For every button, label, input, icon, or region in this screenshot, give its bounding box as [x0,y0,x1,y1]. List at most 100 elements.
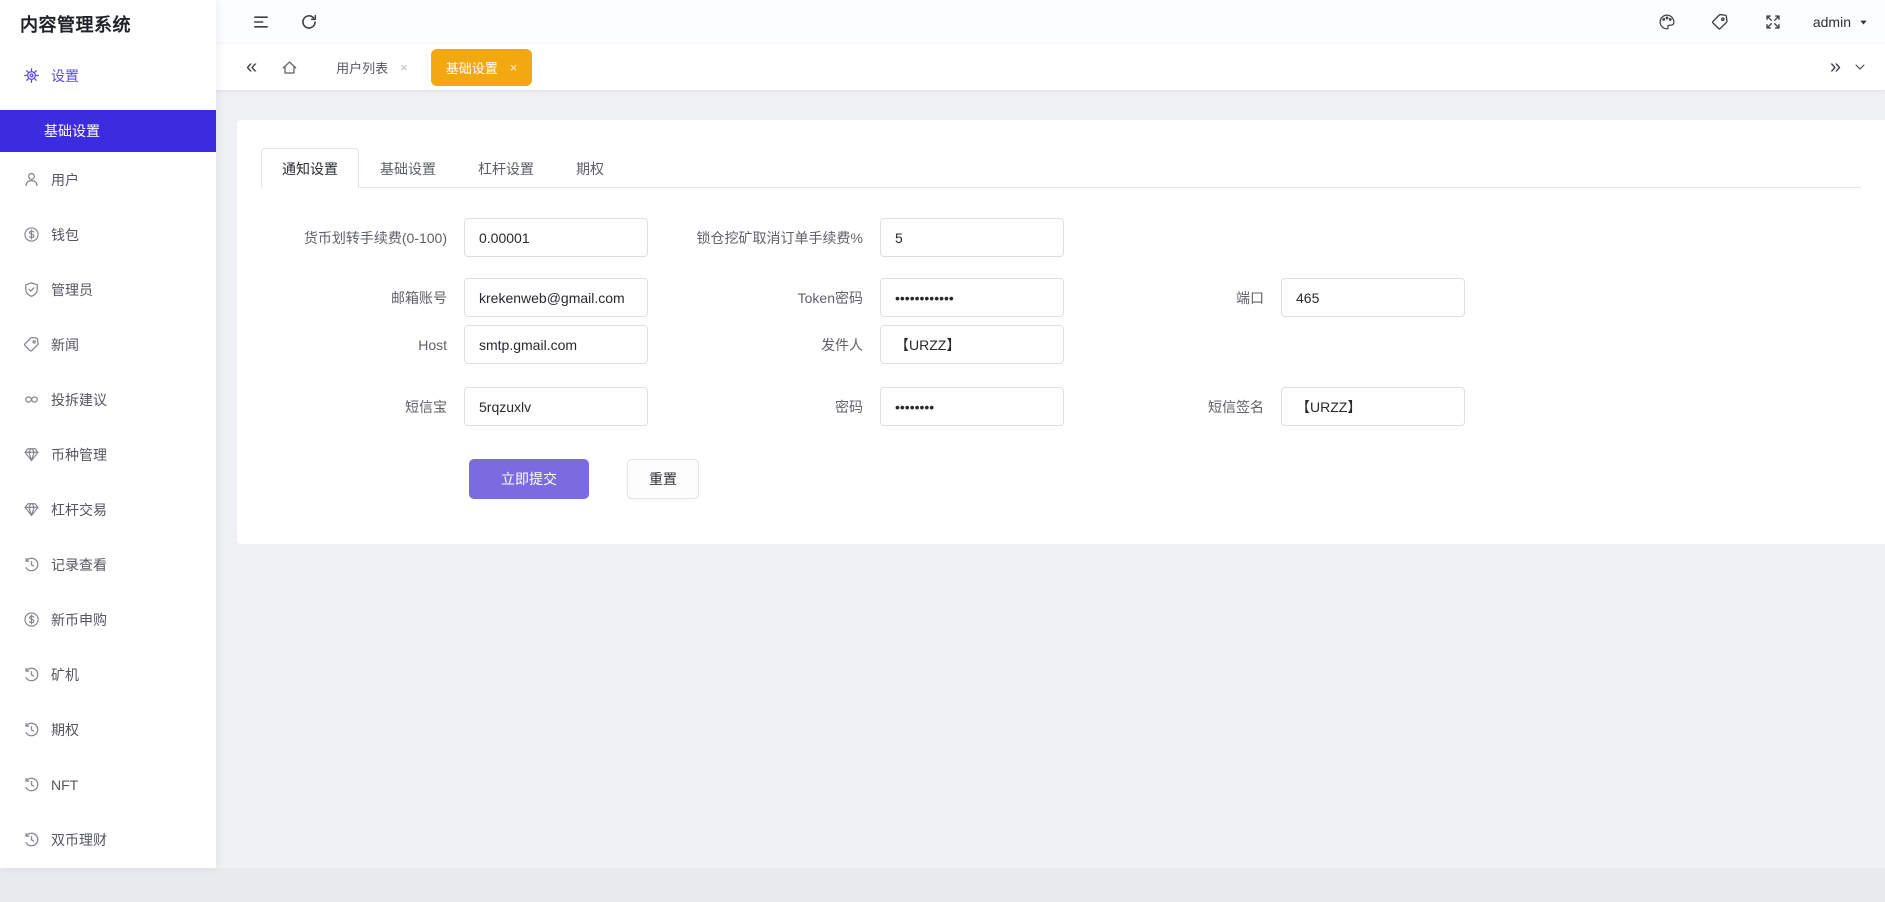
email-account-input[interactable] [464,278,648,317]
field-label: 短信宝 [405,398,447,415]
fullscreen-button[interactable] [1756,5,1790,39]
sidebar-item-coin-manage[interactable]: 币种管理 [0,427,216,482]
form-field-smsbao: 短信宝 [261,387,648,426]
palette-icon [1658,13,1676,31]
history-icon [23,776,40,793]
field-label: 密码 [835,398,863,415]
form-field-sender: 发件人 [680,325,1064,364]
lock-mining-fee-input[interactable] [880,218,1064,257]
sidebar-item-options[interactable]: 期权 [0,702,216,757]
page-tab-user-list[interactable]: 用户列表 × [321,49,423,86]
field-label: Token密码 [797,289,863,306]
history-icon [23,666,40,683]
sender-input[interactable] [880,325,1064,364]
page-tab-basic-settings[interactable]: 基础设置 × [430,48,533,86]
main-area: admin « 用户列表 × 基础设置 × » 通知设置 基础设置 杠杆设置 期权 货币划转… [216,0,1885,868]
sidebar-item-miner[interactable]: 矿机 [0,647,216,702]
form-row: 货币划转手续费(0-100) 锁仓挖矿取消订单手续费% [261,218,1861,257]
tabs-menu-button[interactable] [1847,54,1873,80]
field-label: 锁仓挖矿取消订单手续费% [696,229,863,246]
settings-tab-notify[interactable]: 通知设置 [261,148,359,188]
host-input[interactable] [464,325,648,364]
refresh-icon [300,13,318,31]
link-icon [23,391,40,408]
sidebar-item-label: 期权 [51,721,79,738]
form-actions: 立即提交 重置 [261,459,1861,499]
dollar-icon [23,226,40,243]
caret-down-icon [1858,17,1869,28]
form-row: 短信宝 密码 短信签名 [261,387,1861,426]
settings-tabs: 通知设置 基础设置 杠杆设置 期权 [261,148,1861,188]
refresh-button[interactable] [292,5,326,39]
settings-form: 货币划转手续费(0-100) 锁仓挖矿取消订单手续费% 邮箱账号 Token密码 端口 H… [261,218,1861,426]
chevron-down-icon [1853,60,1867,74]
sidebar-item-new-coin[interactable]: 新币申购 [0,592,216,647]
tabs-scroll-left-button[interactable]: « [246,56,258,78]
sidebar-item-leverage-trade[interactable]: 杠杆交易 [0,482,216,537]
form-field-transfer-fee: 货币划转手续费(0-100) [261,218,648,257]
form-field-host: Host [261,325,648,364]
sidebar-item-user[interactable]: 用户 [0,152,216,207]
tabs-scroll-right-button[interactable]: » [1829,56,1841,78]
form-field-token-password: Token密码 [680,278,1064,317]
sidebar-item-label: 矿机 [51,666,79,683]
sidebar-item-settings[interactable]: 设置 [0,48,216,103]
sidebar-item-label: 新币申购 [51,611,107,628]
sidebar-item-records[interactable]: 记录查看 [0,537,216,592]
sms-password-input[interactable] [880,387,1064,426]
collapse-sidebar-button[interactable] [244,5,278,39]
reset-button[interactable]: 重置 [627,459,699,499]
sidebar-item-label: 新闻 [51,336,79,353]
sidebar-item-label: 设置 [51,67,79,84]
field-label: 货币划转手续费(0-100) [303,229,447,246]
topbar: admin [216,0,1885,44]
form-field-port: 端口 [1096,278,1465,317]
page-tab-label: 用户列表 [336,60,389,76]
sidebar-item-label: 钱包 [51,226,79,243]
sidebar-subitem-label: 基础设置 [44,123,100,139]
field-label: 端口 [1236,289,1264,306]
sidebar-subitem-basic-settings[interactable]: 基础设置 [0,110,216,152]
sidebar-item-wallet[interactable]: 钱包 [0,207,216,262]
submit-button[interactable]: 立即提交 [469,459,589,499]
port-input[interactable] [1281,278,1465,317]
page-tab-label: 基础设置 [445,60,498,76]
sms-sign-input[interactable] [1281,387,1465,426]
settings-card: 通知设置 基础设置 杠杆设置 期权 货币划转手续费(0-100) 锁仓挖矿取消订单手续费… [237,120,1885,544]
sidebar-item-admin[interactable]: 管理员 [0,262,216,317]
fullscreen-icon [1764,13,1782,31]
theme-button[interactable] [1650,5,1684,39]
settings-tab-basic[interactable]: 基础设置 [380,161,436,177]
history-icon [23,556,40,573]
sidebar-item-news[interactable]: 新闻 [0,317,216,372]
user-icon [23,171,40,188]
sidebar-item-label: NFT [51,776,79,793]
sidebar-item-dual-invest[interactable]: 双币理财 [0,812,216,867]
gem-icon [23,446,40,463]
sidebar-item-feedback[interactable]: 投拆建议 [0,372,216,427]
topbar-right: admin [1650,5,1869,39]
settings-tab-options[interactable]: 期权 [576,161,604,177]
field-label: 短信签名 [1208,398,1264,415]
tags-button[interactable] [1703,5,1737,39]
smsbao-input[interactable] [464,387,648,426]
close-tab-icon[interactable]: × [509,59,518,75]
sidebar-item-nft[interactable]: NFT [0,757,216,812]
settings-tab-leverage[interactable]: 杠杆设置 [478,161,534,177]
field-label: 发件人 [821,336,863,353]
gear-icon [23,67,40,84]
tag-icon [1711,13,1729,31]
user-menu[interactable]: admin [1813,14,1869,30]
transfer-fee-input[interactable] [464,218,648,257]
username: admin [1812,14,1851,30]
field-label: Host [418,336,447,353]
close-tab-icon[interactable]: × [400,59,408,75]
history-icon [23,721,40,738]
sidebar-item-label: 杠杆交易 [51,501,107,518]
collapse-sidebar-icon [252,13,270,31]
token-password-input[interactable] [880,278,1064,317]
home-button[interactable] [273,51,305,83]
sidebar-item-label: 记录查看 [51,556,107,573]
sidebar-item-label: 投拆建议 [51,391,107,408]
home-icon [281,59,298,76]
